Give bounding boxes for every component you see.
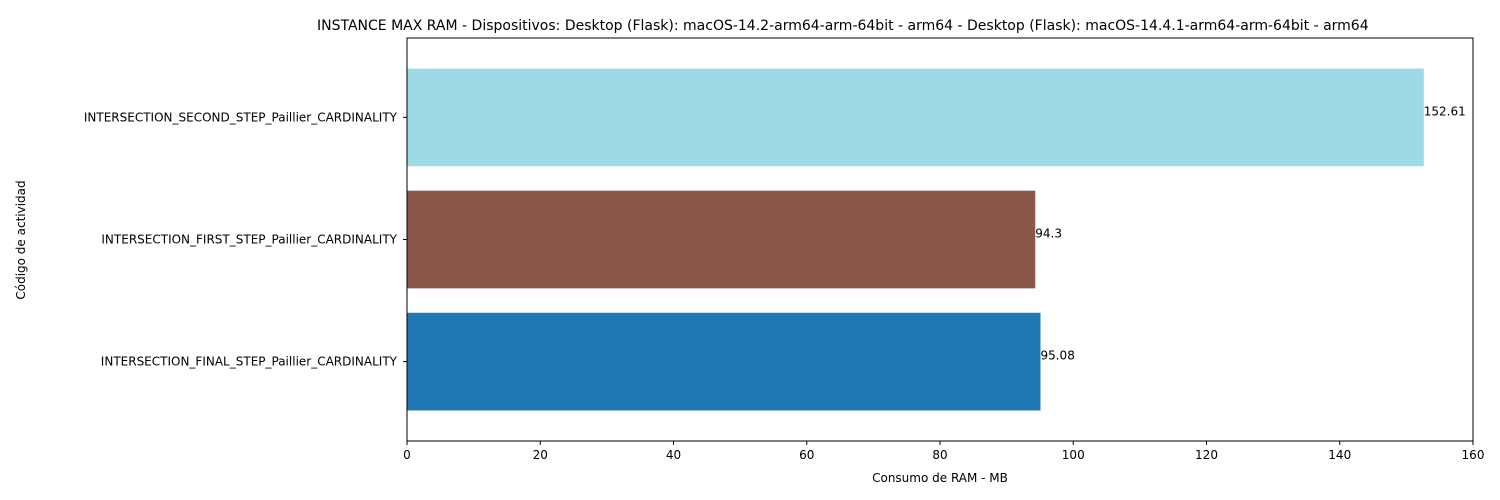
y-axis-label: Código de actividad (14, 180, 28, 299)
x-tick-label: 120 (1195, 448, 1218, 462)
chart-title: INSTANCE MAX RAM - Dispositivos: Desktop… (317, 18, 1369, 34)
x-tick-label: 40 (666, 448, 681, 462)
x-axis: 0 20 40 60 80 100 120 140 160 (403, 441, 1484, 462)
y-tick-label: INTERSECTION_FINAL_STEP_Paillier_CARDINA… (101, 355, 398, 369)
y-tick-label: INTERSECTION_SECOND_STEP_Paillier_CARDIN… (84, 110, 398, 124)
bar (407, 68, 1424, 167)
data-label: 95.08 (1040, 349, 1074, 363)
data-label: 152.61 (1424, 104, 1466, 118)
y-axis: INTERSECTION_FINAL_STEP_Paillier_CARDINA… (84, 110, 407, 369)
plot-area: 95.08 94.3 152.61 (407, 68, 1466, 411)
y-tick-label: INTERSECTION_FIRST_STEP_Paillier_CARDINA… (101, 233, 397, 247)
x-tick-label: 100 (1062, 448, 1085, 462)
bar (407, 190, 1036, 289)
x-tick-label: 140 (1328, 448, 1351, 462)
x-axis-label: Consumo de RAM - MB (872, 471, 1008, 485)
x-tick-label: 20 (533, 448, 548, 462)
x-tick-label: 60 (799, 448, 814, 462)
bar (407, 312, 1041, 411)
x-tick-label: 80 (932, 448, 947, 462)
x-tick-label: 160 (1462, 448, 1485, 462)
data-label: 94.3 (1035, 227, 1062, 241)
x-tick-label: 0 (403, 448, 411, 462)
